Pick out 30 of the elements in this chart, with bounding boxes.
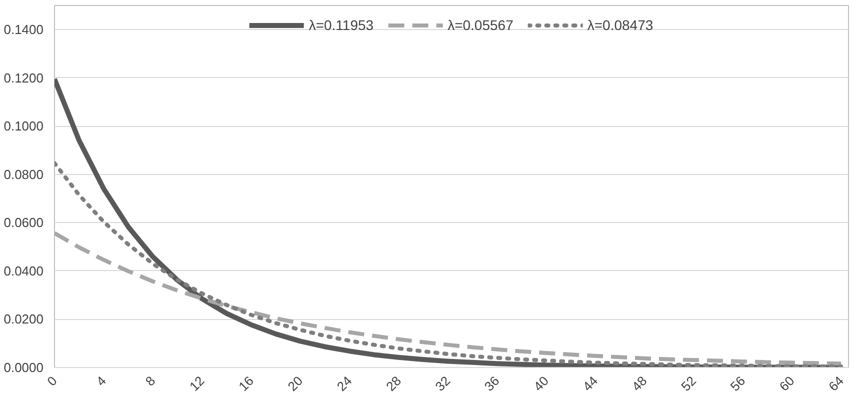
y-tick-label: 0.0600 (4, 215, 44, 230)
x-tick-label: 20 (284, 373, 306, 394)
line-series (54, 231, 844, 366)
x-tick-label: 40 (530, 373, 552, 394)
y-tick-label: 0.1200 (4, 70, 44, 86)
y-tick-label: 0.0200 (4, 312, 44, 327)
legend-label: λ=0.08473 (587, 17, 654, 33)
x-tick-label: 52 (678, 373, 699, 394)
x-tick-label: 16 (236, 373, 256, 394)
x-tick-label: 12 (186, 373, 208, 394)
x-tick-label: 44 (580, 373, 601, 394)
x-tick-label: 4 (93, 373, 109, 389)
y-tick-label: 0.1400 (4, 22, 44, 38)
legend-label: λ=0.05567 (448, 17, 514, 33)
x-tick-label: 36 (481, 373, 502, 394)
x-tick-label: 64 (826, 373, 846, 394)
y-tick-label: 0.1000 (4, 118, 44, 134)
x-tick-label: 32 (432, 373, 454, 394)
y-tick-label: 0.0000 (4, 360, 44, 375)
x-tick-label: 28 (383, 373, 404, 394)
y-tick-label: 0.0400 (4, 263, 44, 278)
line-series (54, 161, 844, 368)
y-tick-label: 0.0800 (4, 166, 44, 182)
x-tick-label: 60 (776, 373, 798, 394)
x-tick-label: 24 (334, 373, 355, 394)
legend-label: λ=0.11953 (308, 17, 374, 33)
x-tick-label: 8 (142, 373, 158, 389)
x-tick-label: 48 (628, 373, 650, 394)
x-tick-label: 56 (727, 373, 748, 394)
x-tick-label: 0 (44, 373, 60, 389)
